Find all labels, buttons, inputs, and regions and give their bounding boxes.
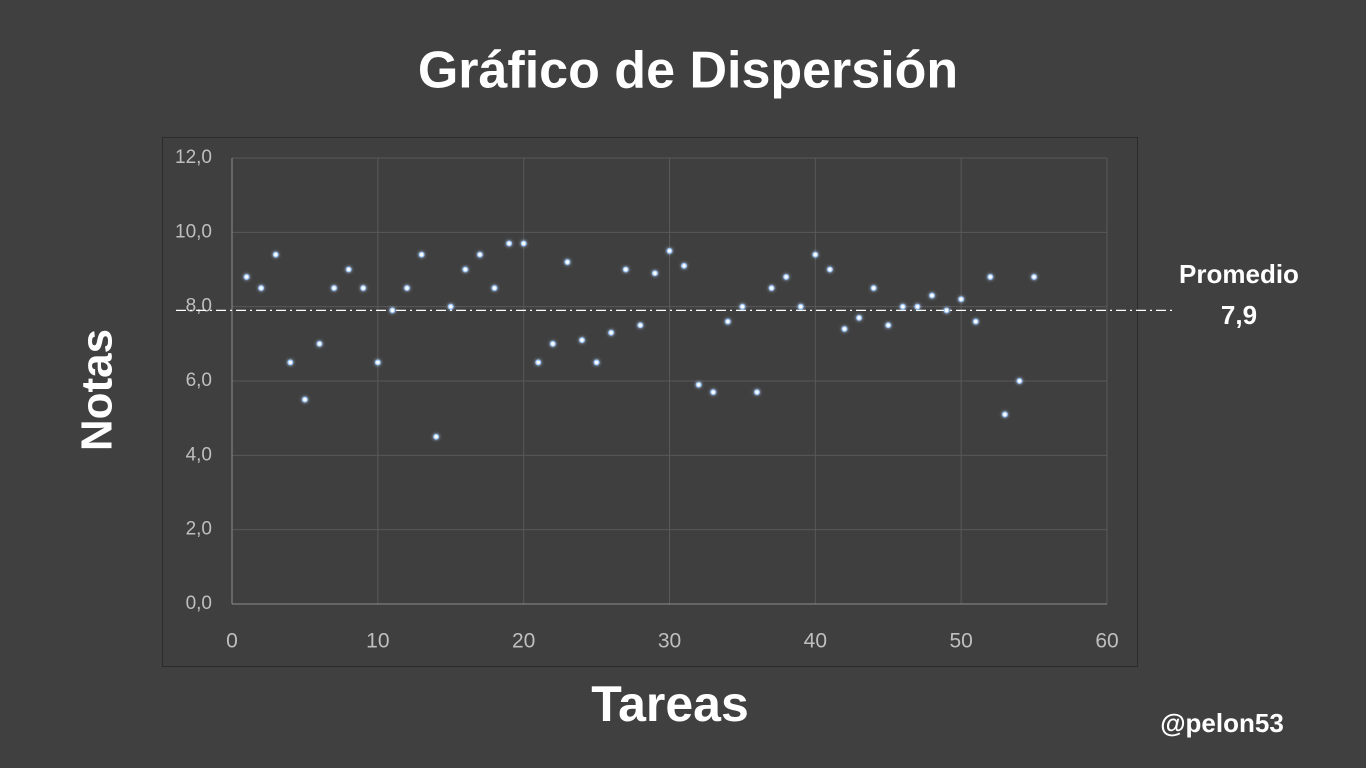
data-point	[272, 251, 279, 258]
y-tick-label: 2,0	[186, 519, 212, 540]
data-point	[943, 307, 950, 314]
y-tick-label: 12,0	[175, 147, 212, 168]
y-tick-label: 0,0	[186, 593, 212, 614]
data-point	[739, 303, 746, 310]
data-point	[768, 285, 775, 291]
data-point	[491, 285, 498, 291]
data-point	[506, 240, 512, 247]
x-tick-label: 30	[658, 630, 681, 653]
x-tick-label: 0	[226, 630, 238, 653]
mean-value-label: 7,9	[1221, 300, 1257, 330]
data-point	[695, 381, 702, 388]
data-point	[681, 262, 687, 269]
data-point	[812, 251, 819, 258]
data-point	[404, 285, 410, 291]
data-point	[710, 389, 717, 396]
data-point	[652, 270, 658, 277]
data-point	[1031, 274, 1037, 280]
data-point	[549, 340, 556, 347]
x-tick-label: 50	[949, 630, 972, 653]
plot-area	[162, 137, 1138, 667]
data-point	[433, 433, 440, 440]
data-point	[520, 240, 527, 247]
data-point	[331, 285, 337, 291]
data-point	[870, 285, 877, 291]
x-tick-label: 60	[1095, 630, 1118, 653]
x-tick-label: 20	[512, 630, 535, 653]
data-point	[754, 389, 760, 396]
x-tick-label: 40	[804, 630, 827, 653]
data-point	[462, 266, 469, 273]
data-point	[856, 314, 862, 321]
data-point	[1002, 411, 1008, 418]
data-point	[418, 251, 425, 258]
data-point	[345, 266, 352, 273]
data-point	[579, 337, 585, 344]
data-point	[243, 274, 250, 280]
data-point	[374, 359, 381, 366]
data-point	[593, 359, 600, 366]
data-point	[637, 322, 644, 329]
data-point	[477, 251, 483, 258]
data-point	[447, 303, 454, 310]
data-point	[389, 307, 396, 314]
data-point	[885, 322, 892, 329]
data-point	[929, 292, 935, 299]
data-point	[1016, 378, 1023, 384]
data-point	[958, 296, 965, 303]
x-tick-label: 10	[366, 630, 389, 653]
data-point	[841, 326, 848, 332]
data-point	[316, 340, 323, 347]
data-point	[827, 266, 833, 273]
data-point	[302, 396, 308, 403]
data-point	[987, 274, 994, 280]
y-axis-label: Notas	[73, 329, 122, 451]
data-point	[608, 329, 615, 336]
data-point	[287, 359, 294, 366]
data-point	[783, 274, 790, 280]
data-point	[535, 359, 542, 366]
data-point	[914, 303, 921, 310]
watermark: @pelon53	[1160, 708, 1284, 738]
data-point	[360, 285, 367, 291]
data-point	[899, 303, 906, 310]
data-point	[666, 248, 673, 254]
chart-title: Gráfico de Dispersión	[418, 42, 958, 100]
y-tick-label: 4,0	[186, 444, 212, 465]
data-point	[797, 303, 804, 310]
data-point	[564, 259, 571, 265]
data-point	[622, 266, 629, 273]
data-point	[972, 318, 979, 325]
x-axis-label: Tareas	[591, 676, 749, 732]
y-tick-label: 6,0	[186, 370, 212, 391]
y-tick-label: 10,0	[175, 221, 212, 242]
data-point	[724, 318, 731, 325]
mean-annotation: Promedio	[1179, 259, 1299, 289]
y-tick-label: 8,0	[186, 296, 212, 317]
data-point	[258, 285, 265, 291]
